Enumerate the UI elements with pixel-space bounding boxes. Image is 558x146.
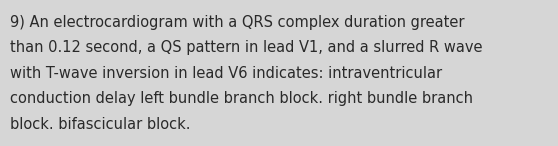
- Text: conduction delay left bundle branch block. right bundle branch: conduction delay left bundle branch bloc…: [10, 91, 473, 106]
- Text: with T-wave inversion in lead V6 indicates: intraventricular: with T-wave inversion in lead V6 indicat…: [10, 66, 442, 81]
- Text: than 0.12 second, a QS pattern in lead V1, and a slurred R wave: than 0.12 second, a QS pattern in lead V…: [10, 40, 483, 55]
- Text: block. bifascicular block.: block. bifascicular block.: [10, 117, 190, 132]
- Text: 9) An electrocardiogram with a QRS complex duration greater: 9) An electrocardiogram with a QRS compl…: [10, 15, 465, 30]
